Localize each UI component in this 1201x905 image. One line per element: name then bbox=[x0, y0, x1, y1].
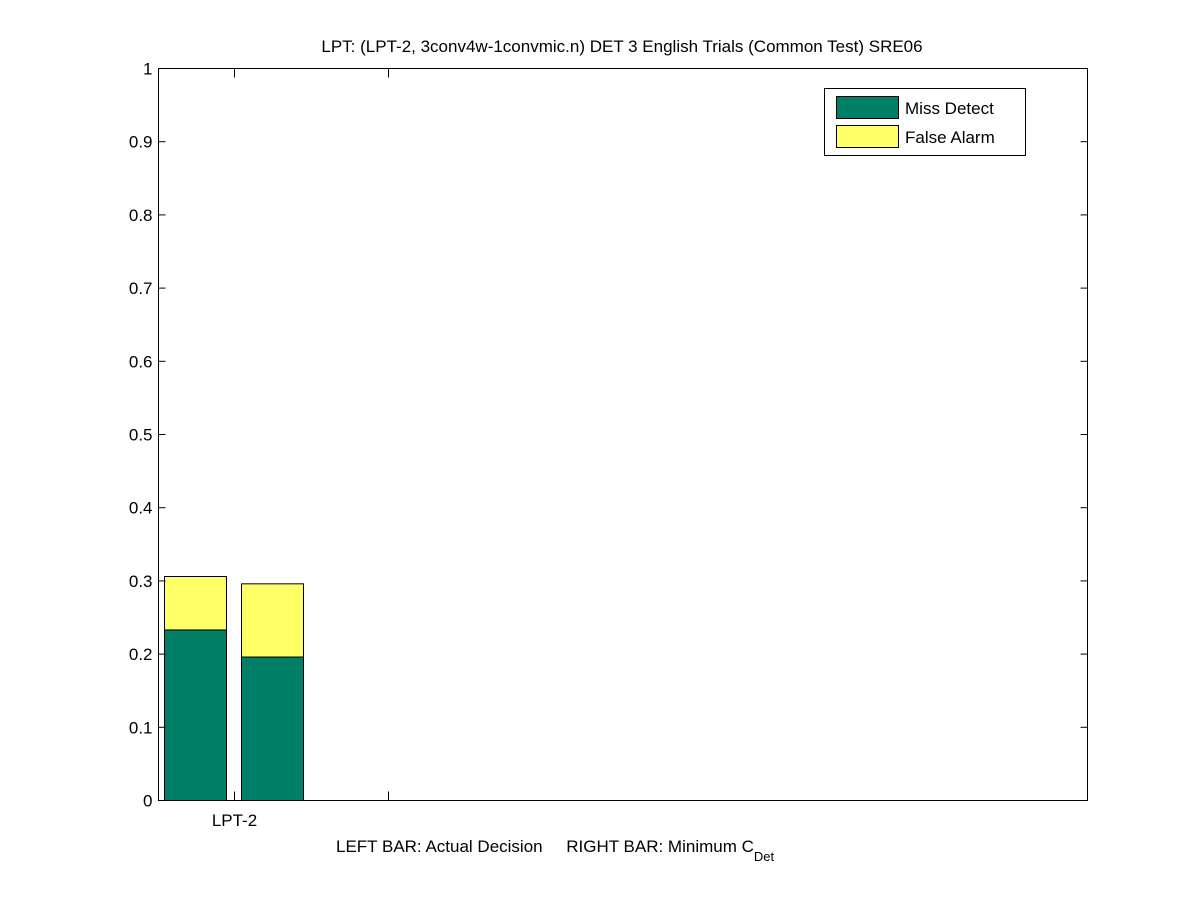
y-tick-label: 0.6 bbox=[129, 352, 153, 371]
y-tick-label: 0.1 bbox=[129, 718, 153, 737]
bar-false-alarm bbox=[164, 576, 227, 631]
bar-miss-detect bbox=[164, 629, 227, 801]
y-tick-label: 0.4 bbox=[129, 499, 153, 518]
y-tick-label: 0.9 bbox=[129, 133, 153, 152]
x-axis-label-subscript: Det bbox=[754, 849, 775, 864]
x-axis-label-main: LEFT BAR: Actual Decision RIGHT BAR: Min… bbox=[336, 837, 754, 856]
legend: Miss Detect False Alarm bbox=[824, 88, 1026, 156]
x-tick-label: LPT-2 bbox=[212, 811, 257, 830]
x-axis-label: LEFT BAR: Actual Decision RIGHT BAR: Min… bbox=[336, 837, 774, 864]
y-tick-label: 0.3 bbox=[129, 572, 153, 591]
y-tick-label: 0 bbox=[143, 792, 152, 811]
y-tick-label: 0.8 bbox=[129, 206, 153, 225]
chart-title: LPT: (LPT-2, 3conv4w-1convmic.n) DET 3 E… bbox=[321, 37, 922, 56]
y-tick-label: 1 bbox=[143, 60, 152, 79]
legend-swatch-false-alarm bbox=[836, 125, 899, 148]
legend-label-miss-detect: Miss Detect bbox=[905, 99, 994, 118]
legend-swatch-miss-detect bbox=[836, 96, 899, 119]
y-tick-label: 0.2 bbox=[129, 645, 153, 664]
bar-false-alarm bbox=[241, 583, 304, 658]
y-tick-label: 0.7 bbox=[129, 279, 153, 298]
bar-miss-detect bbox=[241, 656, 304, 802]
y-tick-label: 0.5 bbox=[129, 426, 153, 445]
legend-label-false-alarm: False Alarm bbox=[905, 128, 995, 147]
